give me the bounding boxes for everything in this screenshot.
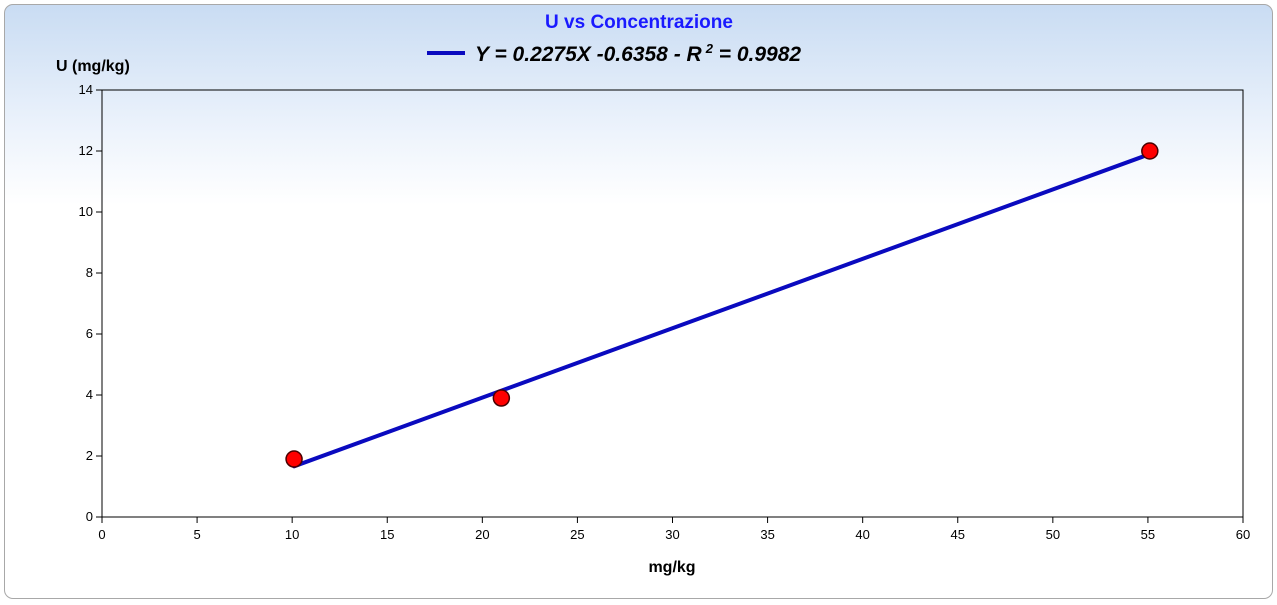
x-tick-label: 60 <box>1236 527 1250 542</box>
y-tick-label: 2 <box>86 448 93 463</box>
y-tick-label: 10 <box>79 204 93 219</box>
y-tick-label: 4 <box>86 387 93 402</box>
x-tick-label: 50 <box>1046 527 1060 542</box>
x-tick-label: 15 <box>380 527 394 542</box>
y-tick-label: 14 <box>79 82 93 97</box>
plot-area-frame <box>101 89 1244 518</box>
data-points-layer <box>285 142 1159 468</box>
data-point <box>285 450 303 468</box>
chart-svg: U vs Concentrazione Y = 0.2275X -0.6358 … <box>56 12 1250 576</box>
data-point <box>1141 142 1159 160</box>
x-axis-label: mg/kg <box>648 559 695 576</box>
x-tick-label: 0 <box>98 527 105 542</box>
x-tick-label: 25 <box>570 527 584 542</box>
x-tick-label: 35 <box>760 527 774 542</box>
chart-title: U vs Concentrazione <box>545 12 733 33</box>
x-tick-label: 10 <box>285 527 299 542</box>
legend-equation-main: Y = 0.2275X -0.6358 - R <box>475 43 703 66</box>
chart-panel: U vs Concentrazione Y = 0.2275X -0.6358 … <box>4 4 1273 599</box>
x-tick-label: 55 <box>1141 527 1155 542</box>
y-axis-label: U (mg/kg) <box>56 58 130 75</box>
fit-line-layer <box>292 152 1152 469</box>
x-tick-label: 30 <box>665 527 679 542</box>
x-tick-label: 5 <box>193 527 200 542</box>
x-tick-label: 40 <box>855 527 869 542</box>
x-tick-label: 20 <box>475 527 489 542</box>
data-point <box>492 389 511 407</box>
legend-equation-value: = 0.9982 <box>713 43 801 66</box>
y-tick-label: 8 <box>86 265 93 280</box>
legend-equation-superscript: 2 <box>705 41 714 56</box>
regression-line <box>292 152 1152 469</box>
y-tick-label: 0 <box>86 509 93 524</box>
y-tick-label: 6 <box>86 326 93 341</box>
x-tick-label: 45 <box>951 527 965 542</box>
y-axis-ticks: 0 2 4 6 8 10 12 14 <box>79 82 102 524</box>
y-tick-label: 12 <box>79 143 93 158</box>
x-axis-ticks: 0 5 10 15 20 25 30 35 40 45 50 55 60 <box>98 517 1250 542</box>
